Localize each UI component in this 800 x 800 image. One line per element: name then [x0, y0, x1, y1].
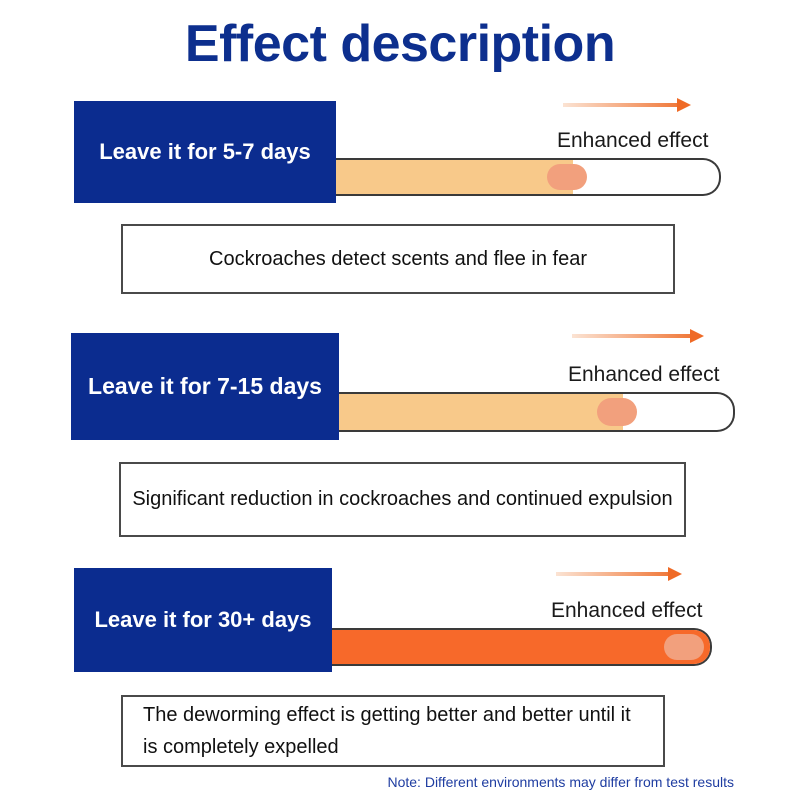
enhanced-effect-label: Enhanced effect [568, 363, 720, 386]
stage-description-box: The deworming effect is getting better a… [121, 695, 665, 767]
stage-description: Significant reduction in cockroaches and… [132, 488, 673, 510]
progress-bar [336, 158, 721, 196]
footnote: Note: Different environments may differ … [387, 774, 734, 790]
stage-label-box: Leave it for 7-15 days [71, 333, 339, 440]
stage-label: Leave it for 30+ days [94, 607, 312, 632]
stage-label-box: Leave it for 30+ days [74, 568, 332, 672]
stage-label: Leave it for 5-7 days [99, 139, 311, 164]
stage-label-box: Leave it for 5-7 days [74, 101, 336, 203]
stage-description: Cockroaches detect scents and flee in fe… [209, 247, 587, 270]
progress-knob [664, 634, 704, 660]
arrow-right-icon [556, 567, 682, 581]
page-title: Effect description [184, 15, 616, 73]
arrow-right-icon [563, 98, 691, 112]
stage-label: Leave it for 7-15 days [88, 373, 322, 399]
progress-fill [336, 160, 573, 194]
stage-description-box: Cockroaches detect scents and flee in fe… [121, 224, 675, 294]
arrow-right-icon [572, 329, 704, 343]
stage-description-box: Significant reduction in cockroaches and… [119, 462, 686, 537]
progress-fill [332, 630, 710, 664]
progress-knob [597, 398, 637, 426]
progress-fill [339, 394, 623, 430]
enhanced-effect-label: Enhanced effect [551, 599, 703, 622]
progress-knob [547, 164, 587, 190]
stage-description: The deworming effect is getting better a… [143, 704, 631, 758]
progress-bar [332, 628, 712, 666]
progress-bar [339, 392, 735, 432]
enhanced-effect-label: Enhanced effect [557, 129, 709, 152]
